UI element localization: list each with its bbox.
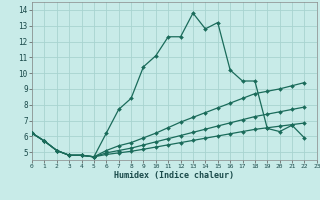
X-axis label: Humidex (Indice chaleur): Humidex (Indice chaleur)	[115, 171, 234, 180]
